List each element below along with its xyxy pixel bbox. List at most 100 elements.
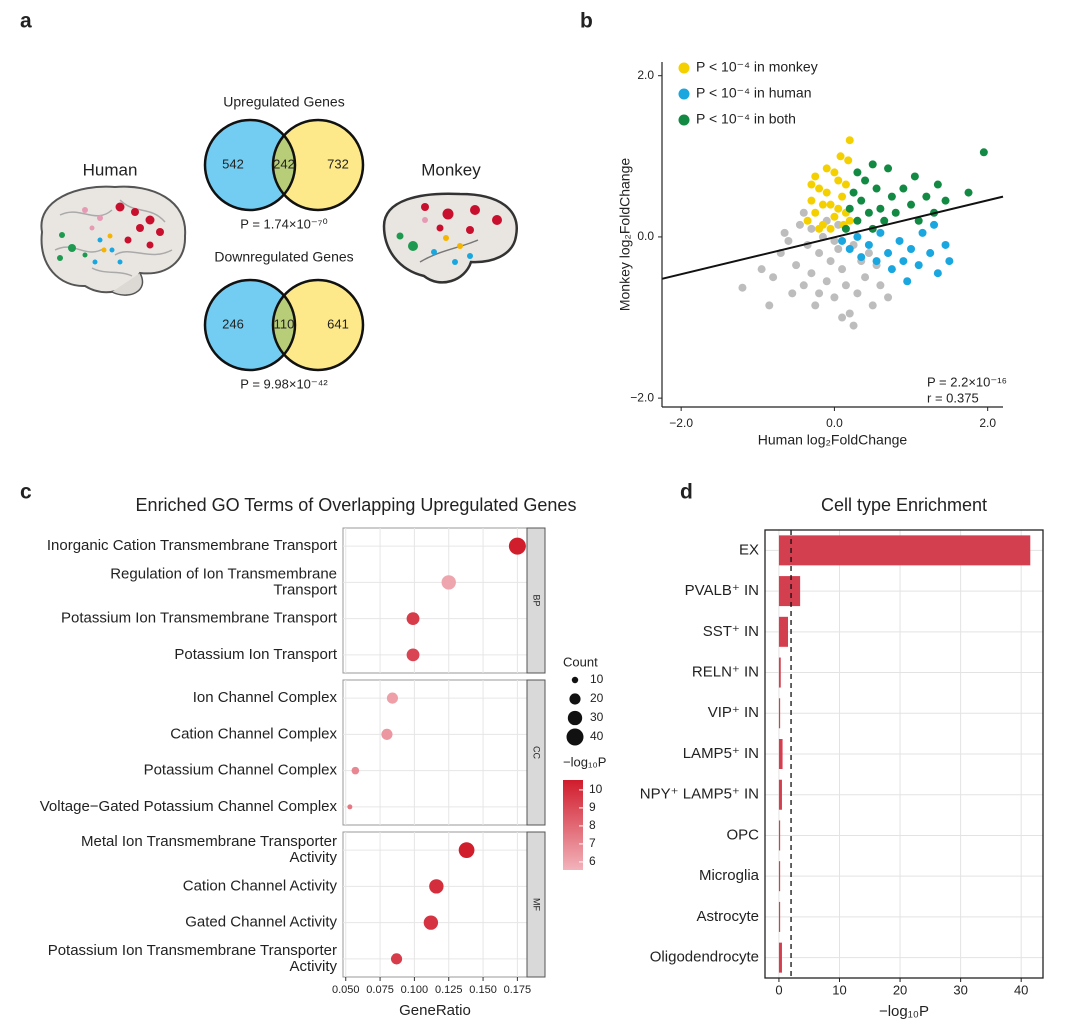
point bbox=[861, 273, 870, 282]
y-axis-label: Monkey log₂FoldChange bbox=[617, 158, 633, 312]
category-label: Metal Ion Transmembrane Transporter bbox=[81, 833, 337, 850]
point bbox=[738, 283, 747, 292]
color-legend-title: −log₁₀P bbox=[563, 754, 606, 769]
category-label: Potassium Ion Transmembrane Transport bbox=[61, 610, 338, 627]
category-label: Transport bbox=[273, 581, 337, 598]
point bbox=[811, 172, 820, 181]
point bbox=[876, 281, 885, 290]
category-label: Astrocyte bbox=[696, 908, 759, 925]
point bbox=[836, 152, 845, 161]
point bbox=[841, 180, 850, 189]
point bbox=[895, 236, 904, 245]
point bbox=[887, 265, 896, 274]
category-label: OPC bbox=[726, 826, 759, 843]
point bbox=[834, 204, 843, 213]
point bbox=[826, 200, 835, 209]
point bbox=[822, 188, 831, 197]
facet-strip bbox=[526, 527, 546, 674]
point bbox=[822, 164, 831, 173]
venn-outline bbox=[271, 278, 365, 372]
bar bbox=[778, 616, 789, 647]
category-label: PVALB⁺ IN bbox=[685, 582, 759, 599]
category-label: Cation Channel Complex bbox=[170, 725, 337, 742]
point bbox=[780, 228, 789, 237]
point bbox=[926, 249, 935, 258]
point bbox=[815, 224, 824, 233]
point bbox=[845, 245, 854, 254]
y-tick-label: −2.0 bbox=[630, 390, 654, 404]
species-label: Human bbox=[83, 160, 138, 179]
venn-circle bbox=[273, 280, 363, 370]
point bbox=[964, 188, 973, 197]
legend-marker bbox=[678, 62, 690, 74]
bar bbox=[778, 779, 782, 810]
venn-p-value: P = 9.98×10⁻⁴² bbox=[240, 376, 328, 391]
point bbox=[811, 301, 820, 310]
size-legend-dot bbox=[567, 710, 583, 726]
size-legend-title: Count bbox=[563, 654, 598, 669]
point bbox=[899, 257, 908, 266]
point bbox=[864, 208, 873, 217]
category-label: VIP⁺ IN bbox=[708, 704, 759, 721]
venn-outline bbox=[271, 118, 365, 212]
facet-strip bbox=[526, 831, 546, 978]
bar bbox=[778, 861, 781, 892]
x-axis-label: GeneRatio bbox=[399, 1002, 471, 1019]
bar bbox=[778, 820, 781, 851]
venn-title: Downregulated Genes bbox=[214, 249, 353, 265]
dot bbox=[423, 915, 439, 930]
venn-count: 732 bbox=[327, 156, 349, 171]
dot bbox=[406, 612, 420, 626]
species-label: Monkey bbox=[421, 160, 481, 179]
x-tick-label: 0.175 bbox=[504, 984, 532, 996]
point bbox=[979, 148, 988, 157]
venn-count: 110 bbox=[274, 316, 295, 331]
point bbox=[784, 236, 793, 245]
point bbox=[849, 188, 858, 197]
point bbox=[933, 269, 942, 278]
category-label: LAMP5⁺ IN bbox=[683, 745, 759, 762]
point bbox=[941, 240, 950, 249]
point bbox=[880, 216, 889, 225]
size-legend-dot bbox=[566, 728, 584, 746]
point bbox=[884, 293, 893, 302]
point bbox=[910, 172, 919, 181]
point bbox=[815, 249, 824, 258]
category-label: NPY⁺ LAMP5⁺ IN bbox=[640, 786, 759, 803]
point bbox=[845, 216, 854, 225]
category-label: Microglia bbox=[699, 867, 760, 884]
point bbox=[903, 277, 912, 286]
point bbox=[834, 245, 843, 254]
venn-count: 242 bbox=[273, 156, 295, 171]
panel-label: d bbox=[680, 481, 693, 504]
point bbox=[834, 176, 843, 185]
point bbox=[857, 196, 866, 205]
venn-p-value: P = 1.74×10⁻⁷⁰ bbox=[240, 216, 327, 231]
point bbox=[822, 277, 831, 286]
bar bbox=[778, 739, 783, 769]
size-legend-dot bbox=[569, 693, 581, 705]
facet-label: CC bbox=[532, 746, 542, 759]
category-label: Activity bbox=[289, 958, 337, 975]
point bbox=[845, 136, 854, 145]
facet-panel bbox=[342, 679, 528, 826]
category-label: Potassium Ion Transport bbox=[174, 646, 337, 663]
size-legend-label: 10 bbox=[590, 672, 604, 686]
point bbox=[887, 192, 896, 201]
point bbox=[845, 309, 854, 318]
color-tick-label: 10 bbox=[589, 782, 603, 796]
facet-label: BP bbox=[532, 594, 542, 606]
category-label: Oligodendrocyte bbox=[650, 949, 759, 966]
venn-count: 246 bbox=[222, 316, 244, 331]
point bbox=[844, 156, 853, 165]
category-label: Potassium Channel Complex bbox=[144, 762, 338, 779]
facet-panel bbox=[342, 527, 528, 674]
venn-title: Upregulated Genes bbox=[223, 94, 344, 110]
point bbox=[891, 208, 900, 217]
point bbox=[838, 265, 847, 274]
point bbox=[922, 192, 931, 201]
venn-circle bbox=[205, 120, 295, 210]
point bbox=[838, 192, 847, 201]
point bbox=[876, 204, 885, 213]
dot bbox=[351, 766, 360, 775]
